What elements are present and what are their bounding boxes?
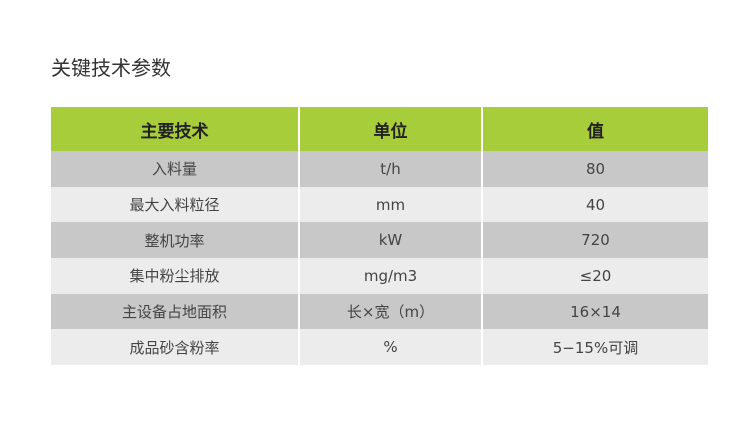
table-row: 整机功率 kW 720 [51,222,708,259]
table-row: 最大入料粒径 mm 40 [51,186,708,223]
table-cell: 集中粉尘排放 [51,258,298,294]
table-row: 入料量 t/h 80 [51,151,708,187]
table-cell: mg/m3 [300,258,481,294]
header-cell: 单位 [300,107,481,151]
table-cell: 入料量 [51,151,298,187]
table-cell: 整机功率 [51,222,298,259]
table-cell: mm [300,186,481,223]
table-cell: kW [300,222,481,259]
table-header: 主要技术 单位 值 [51,107,708,151]
section-title: 关键技术参数 [51,56,171,80]
table-cell: ≤20 [483,258,708,294]
table-cell: 16×14 [483,293,708,330]
header-cell: 值 [483,107,708,151]
table-cell: 成品砂含粉率 [51,329,298,366]
table-cell: 40 [483,186,708,223]
table-cell: 最大入料粒径 [51,186,298,223]
table-cell: 5−15%可调 [483,329,708,366]
parameters-table: 主要技术 单位 值 入料量 t/h 80 最大入料粒径 mm 40 整机功率 kW 720 集中粉… [51,107,708,366]
table-row: 集中粉尘排放 mg/m3 ≤20 [51,258,708,294]
table-cell: 80 [483,151,708,187]
table-row: 成品砂含粉率% 5−15%可调 [51,329,708,366]
header-cell: 主要技术 [51,107,298,151]
table-cell: % [300,329,481,366]
table-cell: t/h [300,151,481,187]
table-cell: 720 [483,222,708,259]
table-row: 主设备占地面积 长×宽（m） 16×14 [51,293,708,330]
table-cell: 主设备占地面积 [51,293,298,330]
table-cell: 长×宽（m） [300,293,481,330]
